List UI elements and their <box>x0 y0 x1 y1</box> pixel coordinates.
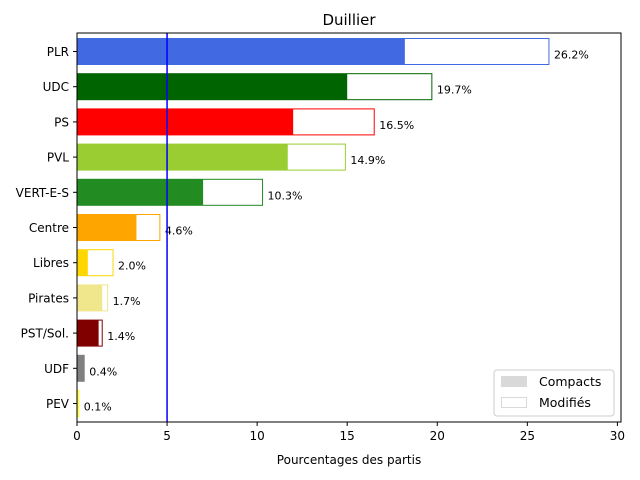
x-tick-label-30: 30 <box>610 429 625 443</box>
plot-frame <box>76 32 622 423</box>
data-label-plr: 26.2% <box>554 49 589 62</box>
y-tick-label-pst-sol: PST/Sol. <box>21 327 69 341</box>
data-label-pirates: 1.7% <box>113 295 141 308</box>
x-tick-label-15: 15 <box>340 429 355 443</box>
bar-compacts-plr <box>77 38 405 65</box>
x-tick-label-25: 25 <box>520 429 535 443</box>
data-label-centre: 4.6% <box>165 225 193 238</box>
bars-group <box>76 38 550 417</box>
data-label-udf: 0.4% <box>89 365 117 378</box>
y-tick-label-udc: UDC <box>43 80 69 94</box>
legend-swatch-compacts <box>501 376 527 387</box>
data-label-pev: 0.1% <box>84 401 112 414</box>
data-labels: 26.2% 19.7% 16.5% 14.9% 10.3% 4.6% 2.0% 1.7% 1.4… <box>84 49 589 414</box>
bar-compacts-pst-sol <box>77 320 99 347</box>
bar-compacts-udf <box>77 355 85 382</box>
bar-compacts-centre <box>77 214 137 241</box>
y-tick-label-udf: UDF <box>44 362 69 376</box>
y-tick-label-plr: PLR <box>47 45 69 59</box>
x-axis-label: Pourcentages des partis <box>277 453 421 467</box>
legend-swatch-modifies <box>501 397 527 408</box>
category-labels: PLR UDC PS PVL VERT-E-S Centre Libres Pirates PS… <box>16 45 77 411</box>
y-tick-label-pev: PEV <box>46 397 70 411</box>
bar-compacts-pirates <box>77 284 103 311</box>
x-tick-label-5: 5 <box>163 429 171 443</box>
y-tick-label-vert-e-s: VERT-E-S <box>16 186 69 200</box>
legend-label-modifies: Modifiés <box>539 395 591 410</box>
chart-title: Duillier <box>322 11 376 29</box>
bar-compacts-udc <box>77 73 348 100</box>
y-tick-label-pvl: PVL <box>47 151 69 165</box>
legend-label-compacts: Compacts <box>539 374 601 389</box>
data-label-pst-sol: 1.4% <box>107 330 135 343</box>
bar-compacts-vert-e-s <box>77 179 204 206</box>
y-tick-label-libres: Libres <box>33 256 69 270</box>
data-label-libres: 2.0% <box>118 260 146 273</box>
y-tick-label-ps: PS <box>54 115 69 129</box>
data-label-ps: 16.5% <box>379 119 414 132</box>
data-label-udc: 19.7% <box>437 84 472 97</box>
data-label-vert-e-s: 10.3% <box>268 189 303 202</box>
x-tick-label-20: 20 <box>430 429 445 443</box>
y-tick-label-pirates: Pirates <box>28 291 69 305</box>
data-label-pvl: 14.9% <box>350 154 385 167</box>
x-tick-label-10: 10 <box>249 429 264 443</box>
legend: Compacts Modifiés <box>493 369 615 417</box>
x-axis-ticks: 0 5 10 15 20 25 30 <box>73 422 625 443</box>
bar-compacts-pvl <box>77 144 288 171</box>
x-tick-label-0: 0 <box>73 429 81 443</box>
bar-compacts-ps <box>77 108 294 135</box>
bar-compacts-libres <box>77 249 88 276</box>
y-tick-label-centre: Centre <box>29 221 69 235</box>
